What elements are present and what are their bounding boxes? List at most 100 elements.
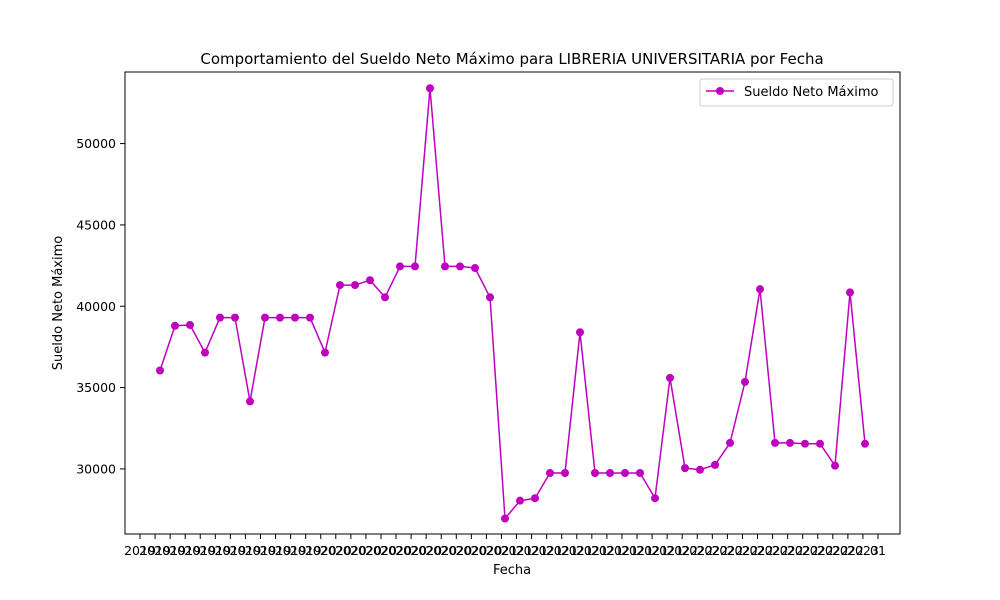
x-tick-label: 2021 (606, 543, 638, 558)
data-point (171, 321, 179, 330)
x-tick-label: 2020 (440, 543, 472, 558)
x-tick-label: 2019 (275, 543, 307, 558)
x-tick-label: 2019 (139, 543, 171, 558)
x-tick-label: 2020 (320, 543, 352, 558)
data-point (711, 460, 719, 469)
data-point (861, 439, 869, 448)
data-point (201, 348, 209, 357)
x-tick-label: 2022 (832, 543, 864, 558)
x-tick-label: 2020 (350, 543, 382, 558)
data-point (261, 313, 269, 322)
x-tick-label: 2019 (290, 543, 322, 558)
data-point (516, 496, 524, 505)
x-tick-label: 2021 (501, 543, 533, 558)
x-tick-label: 2021 (561, 543, 593, 558)
data-point (351, 281, 359, 290)
data-point (621, 468, 629, 477)
x-tick-label: 2020 (455, 543, 487, 558)
x-tick-label: 2021 (546, 543, 578, 558)
data-point (231, 313, 239, 322)
data-point (411, 262, 419, 271)
data-point (786, 438, 794, 447)
x-tick-label: 2022 (817, 543, 849, 558)
x-tick-label: 2021 (531, 543, 563, 558)
x-tick-label: 2019 (214, 543, 246, 558)
data-point (156, 366, 164, 375)
legend-label: Sueldo Neto Máximo (744, 85, 878, 100)
x-tick-label: 2019 (199, 543, 231, 558)
data-point (591, 468, 599, 477)
x-tick-label: 2020 (365, 543, 397, 558)
data-point (561, 468, 569, 477)
data-point (366, 276, 374, 285)
x-tick-label: 2019 (124, 543, 156, 558)
data-point (576, 328, 584, 337)
x-tick-label: 2020 (471, 543, 503, 558)
data-point (321, 348, 329, 357)
data-point (531, 494, 539, 503)
x-tick-label: 2019 (245, 543, 277, 558)
x-tick-label: 2019 (169, 543, 201, 558)
x-tick-label: 2021 (591, 543, 623, 558)
data-point (696, 465, 704, 474)
data-point (291, 313, 299, 322)
x-tick-label: 2020 (380, 543, 412, 558)
y-axis-label: Sueldo Neto Máximo (51, 236, 66, 370)
data-point (216, 313, 224, 322)
x-tick-label: 2021 (651, 543, 683, 558)
x-tick-label: 2022 (802, 543, 834, 558)
data-point (276, 313, 284, 322)
legend-box (699, 78, 894, 107)
data-point (846, 288, 854, 297)
data-point (186, 320, 194, 329)
data-point (441, 262, 449, 271)
y-tick-label: 30000 (76, 461, 116, 476)
x-tick-label: 2021 (486, 543, 518, 558)
x-tick-label: 2021 (621, 543, 653, 558)
data-point (381, 293, 389, 302)
x-tick-label: 2022 (711, 543, 743, 558)
data-point (336, 281, 344, 290)
legend-marker-swatch (716, 87, 724, 95)
data-point (771, 438, 779, 447)
data-point (651, 494, 659, 503)
x-tick-label: 2022 (787, 543, 819, 558)
data-point (456, 262, 464, 271)
x-tick-label: 2019 (230, 543, 262, 558)
x-tick-label: 2020 (410, 543, 442, 558)
y-tick-label: 50000 (76, 136, 116, 151)
data-point (606, 468, 614, 477)
data-point (741, 377, 749, 386)
data-point (306, 313, 314, 322)
x-tick-label: 2019 (260, 543, 292, 558)
data-point (666, 373, 674, 382)
data-point (546, 468, 554, 477)
data-point (396, 262, 404, 271)
x-tick-label: 2022 (742, 543, 774, 558)
x-axis-label: Fecha (493, 563, 531, 578)
x-tick-label: 2023 (847, 543, 879, 558)
data-point (801, 439, 809, 448)
data-point (756, 285, 764, 294)
x-tick-label: 2019 (184, 543, 216, 558)
data-point (486, 293, 494, 302)
x-tick-label: 2022 (666, 543, 698, 558)
plot-frame (124, 71, 901, 535)
data-point (246, 397, 254, 406)
x-tick-label: 2020 (305, 543, 337, 558)
chart-title: Comportamiento del Sueldo Neto Máximo pa… (200, 50, 823, 68)
x-tick-label: 2022 (772, 543, 804, 558)
x-tick-label: 01 (870, 543, 886, 558)
x-tick-label: 2022 (696, 543, 728, 558)
x-tick-label: 2022 (757, 543, 789, 558)
x-tick-label: 2021 (636, 543, 668, 558)
data-point (681, 464, 689, 473)
data-point (726, 438, 734, 447)
x-tick-label: 2020 (425, 543, 457, 558)
data-point (471, 264, 479, 273)
x-tick-label: 2022 (681, 543, 713, 558)
x-tick-label: 2022 (727, 543, 759, 558)
data-point (636, 468, 644, 477)
x-tick-label: 2021 (516, 543, 548, 558)
data-point (831, 461, 839, 470)
